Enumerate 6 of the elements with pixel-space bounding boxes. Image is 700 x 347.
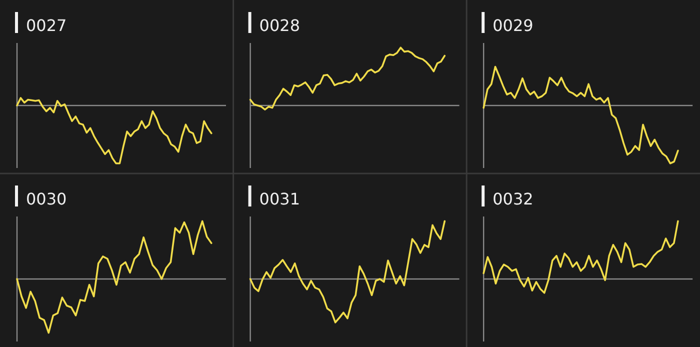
- chart-title: 0032: [492, 190, 534, 208]
- chart-title: 0027: [26, 16, 67, 35]
- chart-title: 0030: [26, 190, 67, 208]
- chart-title: 0028: [259, 16, 300, 35]
- chart-title: 0031: [259, 190, 300, 208]
- chart-title: 0029: [492, 16, 534, 35]
